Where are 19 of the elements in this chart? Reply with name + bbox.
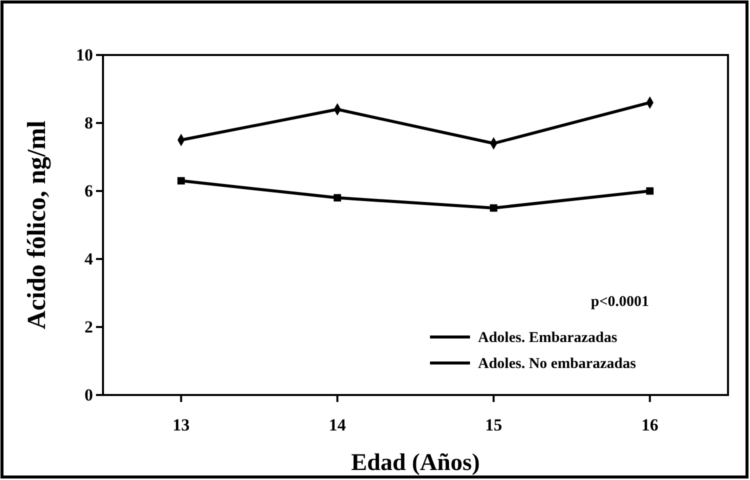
x-axis-title: Edad (Años) (351, 450, 480, 476)
x-tick-label: 14 (328, 416, 346, 434)
point (490, 204, 498, 212)
point (177, 177, 185, 185)
y-tick-label: 0 (84, 385, 93, 404)
y-tick-label: 2 (84, 317, 93, 336)
y-tick-label: 6 (84, 181, 93, 200)
y-axis-title: Acido fólico, ng/ml (22, 120, 51, 330)
legend-label: Adoles. No embarazadas (478, 356, 636, 372)
y-tick-label: 8 (84, 113, 93, 132)
point (646, 187, 654, 195)
annotation: p<0.0001 (590, 294, 650, 310)
x-tick-label: 15 (485, 416, 502, 434)
y-tick-label: 4 (84, 249, 94, 268)
x-tick-label: 16 (641, 416, 658, 434)
y-tick-label: 10 (76, 45, 93, 64)
legend-label: Adoles. Embarazadas (478, 330, 618, 346)
point (334, 194, 342, 202)
x-tick-label: 13 (172, 416, 190, 434)
